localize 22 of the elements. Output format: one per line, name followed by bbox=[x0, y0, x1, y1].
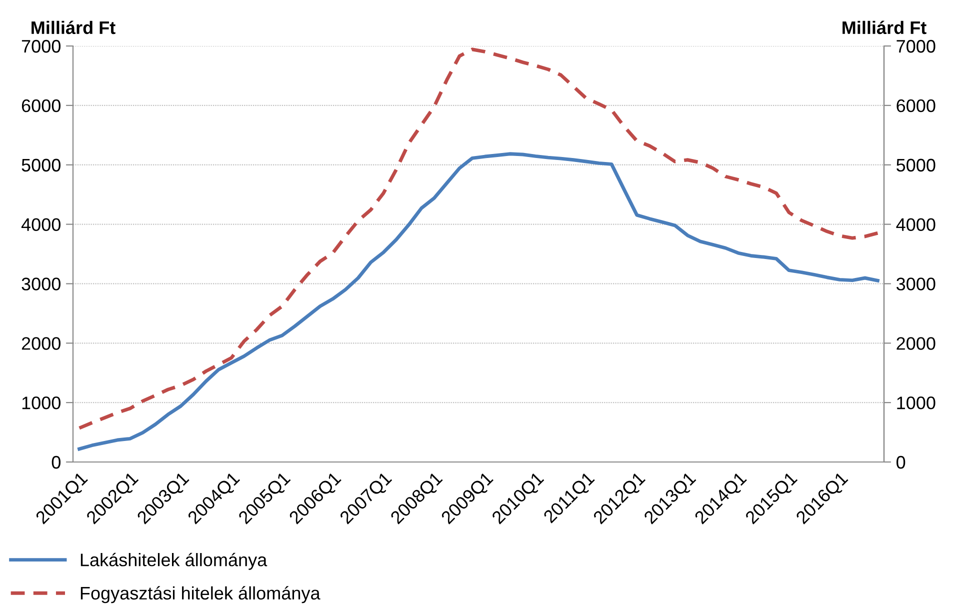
y-tick-label: 4000 bbox=[21, 218, 60, 232]
y2-tick-label: 1000 bbox=[897, 396, 936, 410]
line-series bbox=[78, 152, 880, 451]
y2-tick-label: 5000 bbox=[896, 158, 936, 172]
y-tick-label: 6000 bbox=[22, 99, 60, 112]
y2-tick-label: 4000 bbox=[896, 218, 936, 232]
y2-tick-label: 2000 bbox=[896, 337, 936, 350]
y2-tick-label: 6000 bbox=[896, 99, 936, 112]
y-tick-label: 0 bbox=[52, 456, 60, 469]
y-tick-label: 3000 bbox=[22, 278, 60, 290]
y-axis-title: Milliárd Ft bbox=[32, 20, 116, 34]
y-tick-label: 7000 bbox=[22, 40, 60, 53]
y2-tick-label: 7000 bbox=[896, 40, 936, 53]
y2-tick-label: 0 bbox=[896, 456, 906, 469]
legend-label: Fogyasztási hitelek állománya bbox=[80, 586, 320, 604]
y-tick-label: 2000 bbox=[22, 337, 60, 350]
y2-axis-title: Milliárd Ft bbox=[842, 20, 926, 34]
line-series bbox=[78, 48, 880, 430]
y2-tick-label: 3000 bbox=[896, 278, 936, 290]
legend-label: Lakáshitelek állománya bbox=[80, 552, 268, 570]
y-tick-label: 1000 bbox=[22, 396, 60, 410]
y-tick-label: 5000 bbox=[22, 158, 60, 172]
